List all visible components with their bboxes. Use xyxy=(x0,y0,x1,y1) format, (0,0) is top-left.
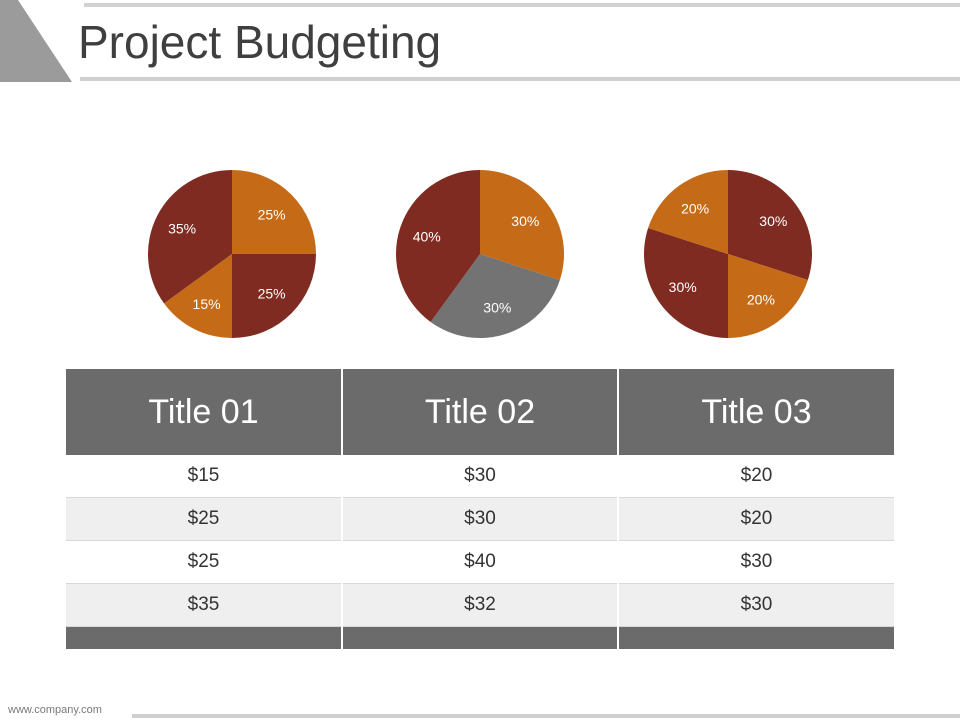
table-footer-cell xyxy=(342,626,619,649)
pie-chart-2: 30% 30% 40% xyxy=(394,168,566,340)
table-cell: $35 xyxy=(66,583,343,627)
table-cell: $20 xyxy=(618,497,894,541)
pie-slice-label: 25% xyxy=(258,286,286,302)
table-cell: $30 xyxy=(342,455,619,498)
table-cell: $30 xyxy=(618,540,894,584)
pie-slice xyxy=(164,254,232,338)
pie-slice-label: 30% xyxy=(669,279,697,295)
table-footer-row xyxy=(66,626,894,649)
table-cell: $30 xyxy=(342,497,619,541)
pie-slice-label: 40% xyxy=(413,229,441,245)
pie-chart-1-svg: 25% 25% 15% 35% xyxy=(148,170,316,338)
footer-url: www.company.com xyxy=(8,704,102,716)
pie-slice-label: 20% xyxy=(681,201,709,217)
table-header-row: Title 01 Title 02 Title 03 xyxy=(66,369,894,455)
pie-slice xyxy=(396,170,480,322)
table-cell: $20 xyxy=(618,455,894,498)
page-title: Project Budgeting xyxy=(78,16,442,68)
table-row: $25 $30 $20 xyxy=(66,497,894,541)
pie-slice xyxy=(728,254,808,338)
table-footer-cell xyxy=(66,626,343,649)
pie-slice xyxy=(644,228,728,338)
pie-slice-label: 35% xyxy=(168,221,196,237)
pie-slice-label: 30% xyxy=(483,299,511,315)
pie-slice-label: 25% xyxy=(258,206,286,222)
column-header: Title 02 xyxy=(342,369,619,455)
table-cell: $25 xyxy=(66,540,343,584)
column-header: Title 03 xyxy=(618,369,894,455)
pie-slice-label: 30% xyxy=(759,213,787,229)
column-header: Title 01 xyxy=(66,369,343,455)
pie-slice xyxy=(480,170,564,280)
pie-slice xyxy=(232,254,316,338)
table-row: $15 $30 $20 xyxy=(66,455,894,498)
pie-slice-label: 20% xyxy=(747,291,775,307)
table-cell: $25 xyxy=(66,497,343,541)
table-footer-cell xyxy=(618,626,894,649)
pie-slice xyxy=(648,170,728,254)
header-corner-shape xyxy=(0,0,72,82)
table-cell: $32 xyxy=(342,583,619,627)
pie-slice xyxy=(728,170,812,280)
table-cell: $15 xyxy=(66,455,343,498)
pie-slice xyxy=(430,254,560,338)
pie-chart-1: 25% 25% 15% 35% xyxy=(146,168,318,340)
top-decor-line xyxy=(84,3,960,7)
table-row: $35 $32 $30 xyxy=(66,583,894,627)
pie-slice-label: 30% xyxy=(511,213,539,229)
budget-table: Title 01 Title 02 Title 03 $15 $30 $20 $… xyxy=(66,369,894,649)
pie-chart-3: 30% 20% 30% 20% xyxy=(642,168,814,340)
pie-slice xyxy=(232,170,316,254)
pie-chart-2-svg: 30% 30% 40% xyxy=(396,170,564,338)
table-cell: $30 xyxy=(618,583,894,627)
table-row: $25 $40 $30 xyxy=(66,540,894,584)
bottom-decor-line xyxy=(132,714,960,718)
table-cell: $40 xyxy=(342,540,619,584)
pie-slice-label: 15% xyxy=(193,296,221,312)
pie-slice xyxy=(148,170,232,304)
pie-chart-3-svg: 30% 20% 30% 20% xyxy=(644,170,812,338)
title-underline xyxy=(80,77,960,81)
